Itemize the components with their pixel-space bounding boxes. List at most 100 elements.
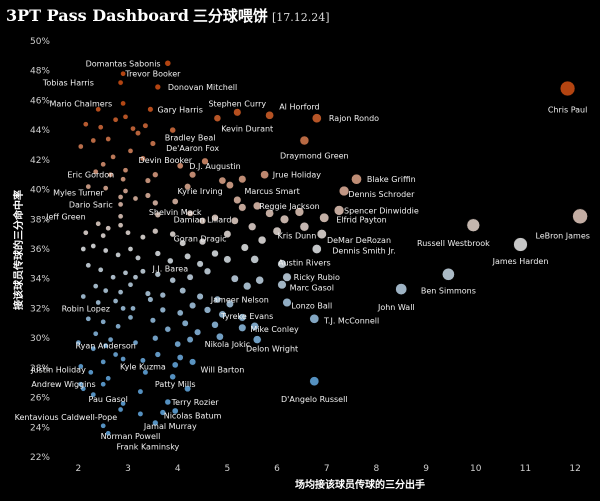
data-point[interactable] (117, 222, 124, 229)
data-point[interactable] (154, 211, 161, 218)
data-point[interactable] (130, 305, 136, 312)
data-point[interactable] (338, 185, 350, 197)
data-point[interactable] (203, 267, 212, 275)
data-point[interactable] (211, 214, 219, 222)
data-point[interactable] (213, 114, 222, 122)
data-point[interactable] (85, 183, 92, 190)
data-point[interactable] (230, 216, 239, 225)
data-point[interactable] (176, 162, 184, 170)
data-point[interactable] (277, 259, 287, 269)
data-point[interactable] (120, 176, 126, 183)
data-point[interactable] (216, 332, 224, 341)
data-point[interactable] (203, 306, 212, 314)
data-point[interactable] (112, 116, 119, 123)
data-point[interactable] (250, 255, 259, 264)
data-point[interactable] (218, 176, 227, 185)
data-point[interactable] (316, 229, 327, 240)
data-point[interactable] (319, 212, 330, 223)
data-point[interactable] (466, 218, 480, 232)
data-point[interactable] (194, 328, 202, 336)
data-point[interactable] (132, 339, 139, 346)
data-point[interactable] (105, 375, 112, 382)
data-point[interactable] (309, 313, 320, 324)
data-point[interactable] (196, 260, 204, 268)
data-point[interactable] (105, 430, 112, 437)
data-point[interactable] (82, 121, 89, 128)
data-point[interactable] (184, 385, 192, 393)
data-point[interactable] (137, 388, 144, 395)
data-point[interactable] (100, 318, 107, 325)
data-point[interactable] (265, 110, 274, 120)
data-point[interactable] (169, 126, 176, 134)
data-point[interactable] (80, 385, 87, 392)
data-point[interactable] (115, 323, 121, 330)
data-point[interactable] (152, 228, 159, 235)
data-point[interactable] (120, 356, 126, 362)
data-point[interactable] (186, 336, 194, 344)
data-point[interactable] (100, 359, 107, 365)
data-point[interactable] (110, 154, 116, 160)
data-point[interactable] (186, 273, 194, 281)
data-point[interactable] (102, 287, 109, 294)
data-point[interactable] (149, 317, 156, 324)
data-point[interactable] (223, 255, 232, 264)
data-point[interactable] (92, 283, 99, 289)
data-point[interactable] (152, 335, 159, 342)
data-point[interactable] (513, 237, 528, 252)
data-point[interactable] (122, 188, 129, 194)
data-point[interactable] (139, 268, 146, 275)
data-point[interactable] (260, 170, 269, 180)
data-point[interactable] (176, 354, 184, 361)
data-point[interactable] (144, 192, 151, 199)
data-point[interactable] (171, 198, 179, 205)
data-point[interactable] (102, 185, 109, 191)
data-point[interactable] (97, 124, 104, 131)
data-point[interactable] (277, 280, 287, 290)
data-point[interactable] (100, 161, 107, 168)
data-point[interactable] (252, 335, 262, 344)
data-point[interactable] (279, 214, 290, 224)
data-point[interactable] (120, 305, 126, 312)
data-point[interactable] (395, 283, 408, 295)
data-point[interactable] (154, 83, 161, 91)
data-point[interactable] (179, 239, 187, 247)
data-point[interactable] (154, 250, 161, 257)
data-point[interactable] (115, 252, 121, 258)
data-point[interactable] (211, 249, 219, 258)
data-point[interactable] (75, 339, 82, 346)
data-point[interactable] (125, 229, 131, 236)
data-point[interactable] (137, 410, 144, 417)
data-point[interactable] (117, 406, 124, 413)
data-point[interactable] (85, 262, 92, 269)
data-point[interactable] (159, 306, 166, 314)
data-point[interactable] (77, 363, 84, 370)
data-point[interactable] (299, 135, 310, 146)
data-point[interactable] (90, 345, 97, 352)
data-point[interactable] (186, 209, 194, 217)
data-point[interactable] (250, 322, 259, 331)
data-point[interactable] (144, 290, 151, 297)
data-point[interactable] (248, 222, 257, 231)
data-point[interactable] (223, 230, 232, 239)
data-point[interactable] (198, 237, 207, 246)
data-point[interactable] (159, 409, 166, 416)
data-point[interactable] (169, 230, 176, 238)
data-point[interactable] (171, 407, 179, 415)
data-point[interactable] (152, 419, 159, 427)
data-point[interactable] (122, 269, 129, 276)
data-point[interactable] (139, 357, 146, 364)
data-point[interactable] (100, 422, 107, 429)
data-point[interactable] (233, 108, 242, 117)
data-point[interactable] (120, 70, 126, 77)
data-point[interactable] (189, 171, 197, 179)
data-point[interactable] (225, 300, 234, 308)
data-point[interactable] (107, 171, 114, 178)
data-point[interactable] (333, 205, 345, 216)
data-point[interactable] (95, 299, 102, 306)
data-point[interactable] (559, 80, 576, 97)
data-point[interactable] (90, 243, 97, 249)
data-point[interactable] (442, 267, 455, 281)
data-point[interactable] (110, 274, 116, 281)
data-point[interactable] (311, 244, 322, 254)
data-point[interactable] (309, 376, 320, 387)
